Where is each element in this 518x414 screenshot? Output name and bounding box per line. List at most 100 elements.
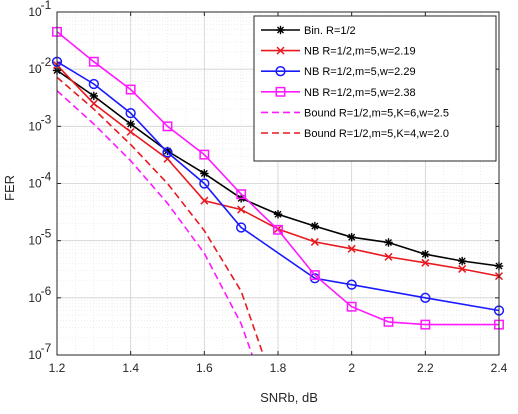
- data-point: [346, 279, 357, 290]
- marker-stroke: [310, 237, 319, 246]
- x-axis-ticks: 1.2 1.4 1.6 1.8 2 2.2 2.4: [49, 12, 508, 375]
- series-line: [56, 61, 500, 312]
- data-point: [420, 319, 431, 330]
- y-tick-label: 10: [28, 177, 42, 191]
- data-point: [347, 232, 356, 242]
- legend-entry: NB R=1/2,m=5,w=2.19: [261, 46, 416, 58]
- legend-marker: [275, 66, 286, 77]
- data-point: [89, 99, 98, 108]
- marker-stroke: [200, 169, 208, 177]
- marker-stroke: [126, 127, 135, 136]
- data-point: [273, 224, 283, 235]
- data-point: [457, 256, 467, 266]
- series-5: [56, 90, 253, 356]
- y-tick-exponent: -5: [41, 227, 52, 241]
- data-point: [125, 84, 136, 95]
- marker-stroke: [274, 210, 282, 218]
- data-point: [420, 292, 431, 303]
- series-3: [51, 56, 505, 316]
- y-axis-label: FER: [2, 175, 17, 201]
- data-point: [384, 252, 393, 261]
- marker-stroke: [458, 257, 466, 265]
- data-point: [162, 147, 173, 158]
- y-tick-exponent: -2: [41, 55, 52, 69]
- marker-stroke: [276, 46, 285, 55]
- data-point: [126, 119, 135, 129]
- series-layer: [51, 26, 505, 356]
- data-point: [310, 237, 319, 246]
- data-point: [384, 238, 393, 247]
- data-point: [273, 210, 283, 219]
- x-tick-label: 2: [348, 361, 355, 375]
- marker-stroke: [311, 222, 319, 230]
- marker-stroke: [421, 250, 429, 258]
- legend-marker: [276, 25, 285, 35]
- series-1: [52, 66, 504, 271]
- marker-stroke: [384, 252, 393, 261]
- marker-stroke: [200, 196, 209, 205]
- y-tick-label: 10: [28, 234, 42, 248]
- x-tick-label: 1.8: [270, 361, 287, 375]
- marker-stroke: [237, 205, 246, 214]
- legend-label: NB R=1/2,m=5,w=2.19: [304, 46, 416, 58]
- legend-entry: NB R=1/2,m=5,w=2.29: [261, 66, 416, 78]
- legend-label: Bound R=1/2,m=5,K=4,w=2.0: [304, 128, 449, 140]
- x-tick-label: 2.4: [491, 361, 508, 375]
- marker-stroke: [276, 26, 285, 34]
- marker-stroke: [127, 120, 135, 128]
- data-point: [88, 56, 99, 67]
- data-point: [236, 222, 247, 233]
- data-point: [89, 91, 99, 101]
- y-tick-label: 10: [28, 348, 42, 362]
- legend-marker: [276, 46, 285, 55]
- marker-stroke: [347, 244, 356, 253]
- data-point: [421, 258, 430, 267]
- series-line: [56, 90, 253, 356]
- y-tick-exponent: -7: [41, 341, 52, 355]
- data-point: [458, 264, 467, 273]
- data-point: [88, 78, 99, 90]
- marker-stroke: [89, 99, 98, 108]
- data-point: [347, 244, 356, 253]
- data-point: [200, 169, 209, 178]
- series-line: [56, 31, 499, 326]
- legend-label: NB R=1/2,m=5,w=2.29: [304, 66, 416, 78]
- y-tick-exponent: -6: [41, 284, 52, 298]
- data-point: [310, 221, 320, 231]
- series-4: [52, 26, 504, 330]
- legend: Bin. R=1/2 NB R=1/2,m=5,w=2.19 NB R=1/2,m=…: [253, 15, 497, 162]
- legend-entry: Bound R=1/2,m=5,K=4,w=2.0: [261, 128, 449, 140]
- legend-marker: [275, 86, 286, 97]
- data-point: [162, 121, 173, 132]
- data-point: [125, 108, 136, 119]
- marker-stroke: [458, 264, 467, 273]
- y-tick-exponent: -1: [41, 0, 52, 12]
- legend-box: [253, 15, 497, 162]
- x-axis-label: SNRb, dB: [260, 390, 318, 405]
- data-point: [346, 301, 357, 312]
- data-point: [421, 249, 430, 259]
- series-line: [56, 76, 265, 356]
- y-tick-label: 10: [28, 62, 42, 76]
- y-tick-exponent: -3: [41, 112, 52, 126]
- marker-stroke: [421, 258, 430, 267]
- x-tick-label: 1.6: [196, 361, 213, 375]
- data-point: [199, 178, 210, 189]
- data-point: [126, 127, 135, 136]
- data-point: [309, 270, 320, 281]
- y-tick-exponent: -4: [41, 170, 52, 184]
- marker-stroke: [348, 233, 356, 241]
- data-point: [200, 196, 209, 205]
- x-tick-label: 1.2: [49, 361, 66, 375]
- data-point: [237, 205, 246, 214]
- data-point: [199, 149, 210, 160]
- data-point: [383, 316, 394, 327]
- legend-label: Bin. R=1/2: [304, 25, 356, 37]
- data-point: [236, 189, 247, 200]
- legend-entry: Bound R=1/2,m=5,K=6,w=2.5: [261, 107, 449, 119]
- legend-label: NB R=1/2,m=5,w=2.38: [304, 87, 416, 99]
- marker-stroke: [384, 238, 393, 246]
- series-6: [56, 76, 265, 356]
- legend-entry: NB R=1/2,m=5,w=2.38: [261, 87, 416, 99]
